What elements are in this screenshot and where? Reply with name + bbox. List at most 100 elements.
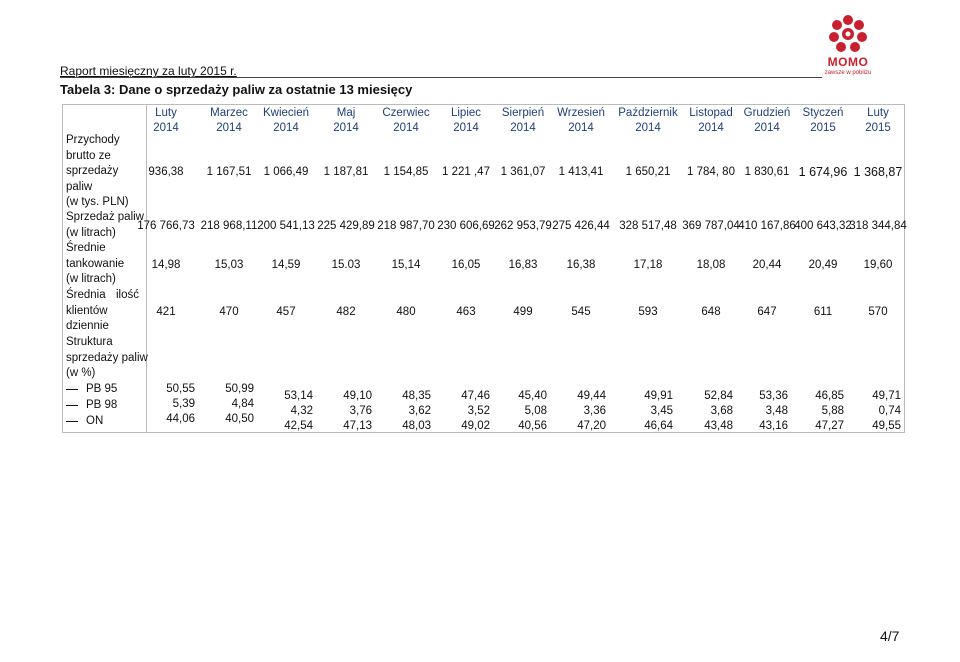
fuel-share-value: 47,13 bbox=[343, 420, 372, 432]
avg-fill-cell: 20,49 bbox=[808, 259, 838, 271]
revenue-cell: 1 368,87 bbox=[853, 165, 903, 179]
clients-cell: 611 bbox=[813, 306, 833, 318]
fuel-share-value: 49,44 bbox=[577, 390, 606, 402]
revenue-cell: 1 650,21 bbox=[625, 166, 671, 178]
avg-fill-cell: 16,83 bbox=[508, 259, 538, 271]
column-header-month: Wrzesień bbox=[557, 107, 605, 119]
column-header-month: Luty bbox=[155, 107, 177, 119]
column-header-year: 2014 bbox=[698, 122, 724, 134]
column-header: Grudzień 2014 bbox=[737, 106, 797, 136]
page-number: 4/7 bbox=[880, 628, 900, 644]
fuel-share-value: 46,64 bbox=[644, 420, 673, 432]
fuel-structure-cell: 47,46 3,52 49,02 bbox=[430, 389, 490, 434]
row-label-sales: Sprzedaż paliw (w litrach) bbox=[66, 210, 144, 241]
fuel-structure-cell: 49,44 3,36 47,20 bbox=[546, 389, 606, 434]
fuel-label: ON bbox=[86, 415, 104, 427]
fuel-structure-cell: 49,71 0,74 49,55 bbox=[841, 389, 901, 434]
clients-cell: 647 bbox=[757, 306, 777, 318]
avg-fill-cell: 14,98 bbox=[151, 259, 181, 271]
row-label-line: Sprzedaż paliw bbox=[66, 211, 144, 223]
column-header-month: Czerwiec bbox=[382, 107, 430, 119]
clients-cell: 480 bbox=[396, 306, 416, 318]
row-label-line: Struktura bbox=[66, 336, 113, 348]
dash-icon bbox=[66, 389, 78, 390]
fuel-label-pb95: PB 95 bbox=[66, 382, 117, 397]
fuel-structure-cell: 48,35 3,62 48,03 bbox=[371, 389, 431, 434]
revenue-cell: 1 066,49 bbox=[263, 166, 309, 178]
row-label-word: ilość bbox=[115, 289, 139, 301]
sales-cell: 262 953,79 bbox=[494, 220, 552, 232]
fuel-share-value: 42,54 bbox=[284, 420, 313, 432]
column-header-year: 2014 bbox=[635, 122, 661, 134]
fuel-share-value: 52,84 bbox=[704, 390, 733, 402]
fuel-share-value: 3,68 bbox=[710, 405, 733, 417]
flower-logo-icon bbox=[829, 15, 867, 52]
fuel-share-value: 3,45 bbox=[650, 405, 673, 417]
sales-cell: 318 344,84 bbox=[849, 220, 907, 232]
column-header-year: 2014 bbox=[393, 122, 419, 134]
row-label-avg-fill: Średnie tankowanie (w litrach) bbox=[66, 241, 124, 288]
fuel-share-value: 3,36 bbox=[583, 405, 606, 417]
fuel-structure-cell: 49,10 3,76 47,13 bbox=[312, 389, 372, 434]
fuel-share-value: 5,88 bbox=[821, 405, 844, 417]
revenue-cell: 1 187,81 bbox=[323, 166, 369, 178]
fuel-share-value: 47,46 bbox=[461, 390, 490, 402]
avg-fill-cell: 16,38 bbox=[566, 259, 596, 271]
column-header-year: 2014 bbox=[453, 122, 479, 134]
revenue-cell: 1 674,96 bbox=[798, 165, 848, 179]
clients-cell: 648 bbox=[701, 306, 721, 318]
column-header: Sierpień 2014 bbox=[493, 106, 553, 136]
sales-cell: 275 426,44 bbox=[552, 220, 610, 232]
column-header-month: Styczeń bbox=[802, 107, 844, 119]
clients-cell: 499 bbox=[513, 306, 533, 318]
logo-tagline: zawsze w pobliżu bbox=[824, 70, 872, 76]
avg-fill-cell: 20,44 bbox=[752, 259, 782, 271]
fuel-share-value: 49,91 bbox=[644, 390, 673, 402]
row-label-line: (w tys. PLN) bbox=[66, 196, 129, 208]
fuel-share-value: 49,71 bbox=[872, 390, 901, 402]
fuel-structure-cell: 45,40 5,08 40,56 bbox=[487, 389, 547, 434]
clients-cell: 421 bbox=[156, 306, 176, 318]
column-header: Wrzesień 2014 bbox=[551, 106, 611, 136]
revenue-cell: 1 361,07 bbox=[500, 166, 546, 178]
column-header-month: Październik bbox=[618, 107, 678, 119]
fuel-share-value: 0,74 bbox=[878, 405, 901, 417]
column-header: Luty 2014 bbox=[136, 106, 196, 136]
fuel-structure-cell: 50,55 5,39 44,06 bbox=[135, 382, 195, 427]
avg-fill-cell: 16,05 bbox=[451, 259, 481, 271]
row-label-line: dziennie bbox=[66, 320, 109, 332]
sales-cell: 218 987,70 bbox=[377, 220, 435, 232]
fuel-label: PB 95 bbox=[86, 383, 118, 395]
fuel-share-value: 3,62 bbox=[408, 405, 431, 417]
row-label-structure: Struktura sprzedaży paliw (w %) bbox=[66, 335, 148, 382]
column-header: Maj 2014 bbox=[316, 106, 376, 136]
fuel-share-value: 49,10 bbox=[343, 390, 372, 402]
sales-cell: 400 643,32 bbox=[794, 220, 852, 232]
revenue-cell: 1 830,61 bbox=[744, 166, 790, 178]
fuel-share-value: 53,36 bbox=[759, 390, 788, 402]
fuel-label: PB 98 bbox=[86, 399, 118, 411]
fuel-share-value: 5,39 bbox=[172, 398, 195, 410]
sales-cell: 328 517,48 bbox=[619, 220, 677, 232]
clients-cell: 470 bbox=[219, 306, 239, 318]
column-header: Październik 2014 bbox=[618, 106, 678, 136]
fuel-share-value: 50,55 bbox=[166, 383, 195, 395]
avg-fill-cell: 19,60 bbox=[863, 259, 893, 271]
revenue-cell: 1 413,41 bbox=[558, 166, 604, 178]
column-header: Marzec 2014 bbox=[199, 106, 259, 136]
clients-cell: 482 bbox=[336, 306, 356, 318]
fuel-share-value: 43,16 bbox=[759, 420, 788, 432]
fuel-structure-cell: 53,36 3,48 43,16 bbox=[728, 389, 788, 434]
row-label-line: sprzedaży bbox=[66, 165, 119, 177]
row-label-line: Średnia ilość bbox=[66, 288, 139, 304]
fuel-share-value: 5,08 bbox=[524, 405, 547, 417]
row-label-line: sprzedaży paliw bbox=[66, 351, 148, 364]
table-title: Tabela 3: Dane o sprzedaży paliw za osta… bbox=[60, 82, 413, 97]
row-label-clients: Średnia ilość klientów dziennie bbox=[66, 288, 139, 335]
revenue-cell: 1 154,85 bbox=[383, 166, 429, 178]
clients-cell: 457 bbox=[276, 306, 296, 318]
fuel-structure-cell: 50,99 4,84 40,50 bbox=[194, 382, 254, 427]
report-title: Raport miesięczny za luty 2015 r. bbox=[60, 64, 237, 78]
clients-cell: 545 bbox=[571, 306, 591, 318]
row-label-line: brutto ze bbox=[66, 149, 111, 162]
